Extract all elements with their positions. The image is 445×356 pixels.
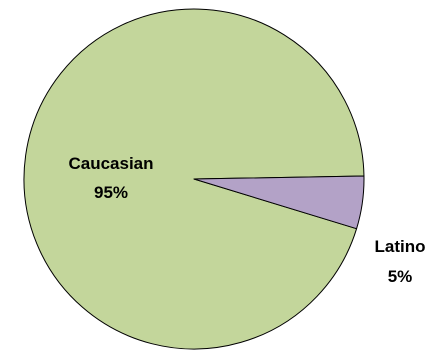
slice-label-latino-value: 5% — [388, 267, 413, 286]
pie-slices — [23, 8, 365, 350]
pie-labels: Caucasian 95% Latino 5% — [68, 154, 425, 286]
pie-slice-latino — [193, 175, 365, 230]
slice-label-caucasian-value: 95% — [94, 183, 128, 202]
slice-label-caucasian-name: Caucasian — [68, 154, 153, 173]
slice-label-latino-name: Latino — [375, 237, 426, 256]
